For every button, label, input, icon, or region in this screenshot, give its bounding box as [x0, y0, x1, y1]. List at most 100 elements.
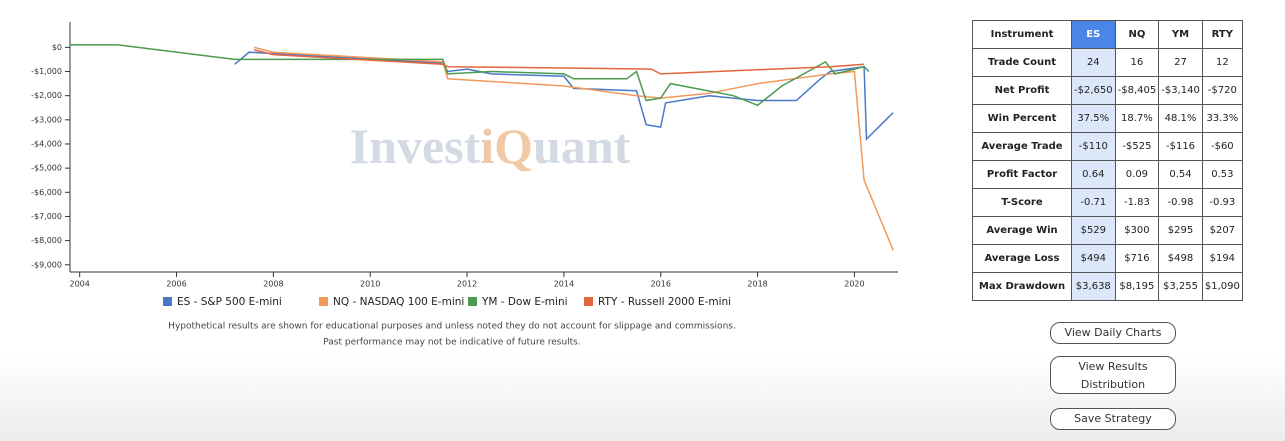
button[interactable]: View Results Distribution: [1050, 356, 1176, 394]
series-line: [70, 44, 870, 107]
legend-label: ES - S&P 500 E-mini: [177, 296, 282, 308]
x-tick-label: 2020: [844, 280, 864, 289]
cell: $1,090: [1201, 272, 1243, 301]
y-tick-label: -$4,000: [31, 139, 62, 148]
legend-label: RTY - Russell 2000 E-mini: [598, 296, 731, 308]
y-tick-label: -$2,000: [31, 91, 62, 100]
cell: $295: [1158, 216, 1203, 245]
cell: 18.7%: [1114, 104, 1160, 133]
cell: 33.3%: [1201, 104, 1243, 133]
header-cell: NQ: [1114, 20, 1160, 49]
chart: InvestiQuant $0 -$1,000 -$2,000 -$3,000 -$4,0…: [31, 22, 898, 348]
x-tick-label: 2012: [457, 280, 477, 289]
header-row: Instrument ES NQ YM RTY: [972, 20, 1243, 49]
cell: -$60: [1201, 132, 1243, 161]
cell: $716: [1114, 244, 1160, 273]
table-row: Win Percent 37.5% 18.7% 48.1% 33.3%: [972, 104, 1243, 133]
cell: -0.71: [1071, 188, 1116, 217]
button[interactable]: View Daily Charts: [1050, 322, 1176, 344]
cell: 0.64: [1071, 160, 1116, 189]
x-tick-label: 2010: [360, 280, 380, 289]
row-label: T-Score: [972, 188, 1072, 217]
legend-swatch: [468, 297, 477, 306]
row-label: Max Drawdown: [972, 272, 1072, 301]
cell: 27: [1158, 48, 1203, 77]
cell: $3,638: [1071, 272, 1116, 301]
legend-swatch: [584, 297, 593, 306]
x-tick-label: 2004: [70, 280, 90, 289]
y-tick-label: -$3,000: [31, 115, 62, 124]
cell: $194: [1201, 244, 1243, 273]
cell: 48.1%: [1158, 104, 1203, 133]
y-tick-label: -$9,000: [31, 260, 62, 269]
row-label: Net Profit: [972, 76, 1072, 105]
table-row: Average Loss $494 $716 $498 $194: [972, 244, 1243, 273]
table-row: Trade Count 24 16 27 12: [972, 48, 1243, 77]
y-tick-label: -$7,000: [31, 212, 62, 221]
legend-label: YM - Dow E-mini: [481, 296, 568, 308]
cell: $498: [1158, 244, 1203, 273]
cell: $207: [1201, 216, 1243, 245]
x-tick-label: 2008: [263, 280, 283, 289]
header-cell: Instrument: [972, 20, 1072, 49]
row-label: Win Percent: [972, 104, 1072, 133]
x-tick-label: 2018: [747, 280, 767, 289]
row-label: Average Win: [972, 216, 1072, 245]
cell: -0.93: [1201, 188, 1243, 217]
row-label: Average Loss: [972, 244, 1072, 273]
cell: -0.98: [1158, 188, 1203, 217]
button[interactable]: Save Strategy: [1050, 408, 1176, 430]
cell: -$8,405: [1114, 76, 1160, 105]
watermark-part: iQ: [480, 118, 533, 174]
x-tick-label: 2014: [554, 280, 574, 289]
x-tick-label: 2016: [651, 280, 671, 289]
series-line: [234, 51, 894, 141]
y-tick-label: $0: [52, 43, 62, 52]
y-tick-label: -$8,000: [31, 236, 62, 245]
row-label: Trade Count: [972, 48, 1072, 77]
legend-swatch: [319, 297, 328, 306]
table-row: T-Score -0.71 -1.83 -0.98 -0.93: [972, 188, 1243, 217]
table-row: Net Profit -$2,650 -$8,405 -$3,140 -$720: [972, 76, 1243, 105]
disclaimer: Hypothetical results are shown for educa…: [168, 322, 736, 332]
table-row: Average Win $529 $300 $295 $207: [972, 216, 1243, 245]
legend-swatch: [163, 297, 172, 306]
header-cell: ES: [1071, 20, 1116, 49]
cell: -$3,140: [1158, 76, 1203, 105]
cell: 37.5%: [1071, 104, 1116, 133]
cell: -$110: [1071, 132, 1116, 161]
table-row: Average Trade -$110 -$525 -$116 -$60: [972, 132, 1243, 161]
row-label: Average Trade: [972, 132, 1072, 161]
cell: $8,195: [1114, 272, 1160, 301]
watermark: InvestiQuant: [350, 118, 631, 174]
cell: -1.83: [1114, 188, 1160, 217]
x-tick-label: 2006: [166, 280, 186, 289]
cell: 0.54: [1158, 160, 1203, 189]
cell: -$116: [1158, 132, 1203, 161]
cell: 0.53: [1201, 160, 1243, 189]
cell: 12: [1201, 48, 1243, 77]
stats-table: Instrument ES NQ YM RTY Trade Count 24 16 27 12 Ne…: [972, 20, 1243, 301]
cell: 16: [1114, 48, 1160, 77]
cell: $3,255: [1158, 272, 1203, 301]
table-row: Max Drawdown $3,638 $8,195 $3,255 $1,090: [972, 272, 1243, 301]
cell: -$2,650: [1071, 76, 1116, 105]
y-tick-label: -$5,000: [31, 164, 62, 173]
header-cell: RTY: [1201, 20, 1243, 49]
y-tick-label: -$6,000: [31, 188, 62, 197]
disclaimer: Past performance may not be indicative o…: [323, 338, 580, 348]
table-row: Profit Factor 0.64 0.09 0.54 0.53: [972, 160, 1243, 189]
cell: $300: [1114, 216, 1160, 245]
cell: $494: [1071, 244, 1116, 273]
header-cell: YM: [1158, 20, 1203, 49]
cell: -$525: [1114, 132, 1160, 161]
watermark-part: uant: [533, 118, 631, 174]
cell: $529: [1071, 216, 1116, 245]
y-tick-label: -$1,000: [31, 67, 62, 76]
row-label: Profit Factor: [972, 160, 1072, 189]
cell: 0.09: [1114, 160, 1160, 189]
watermark-part: Invest: [350, 118, 481, 174]
cell: 24: [1071, 48, 1116, 77]
series-line: [253, 49, 865, 75]
